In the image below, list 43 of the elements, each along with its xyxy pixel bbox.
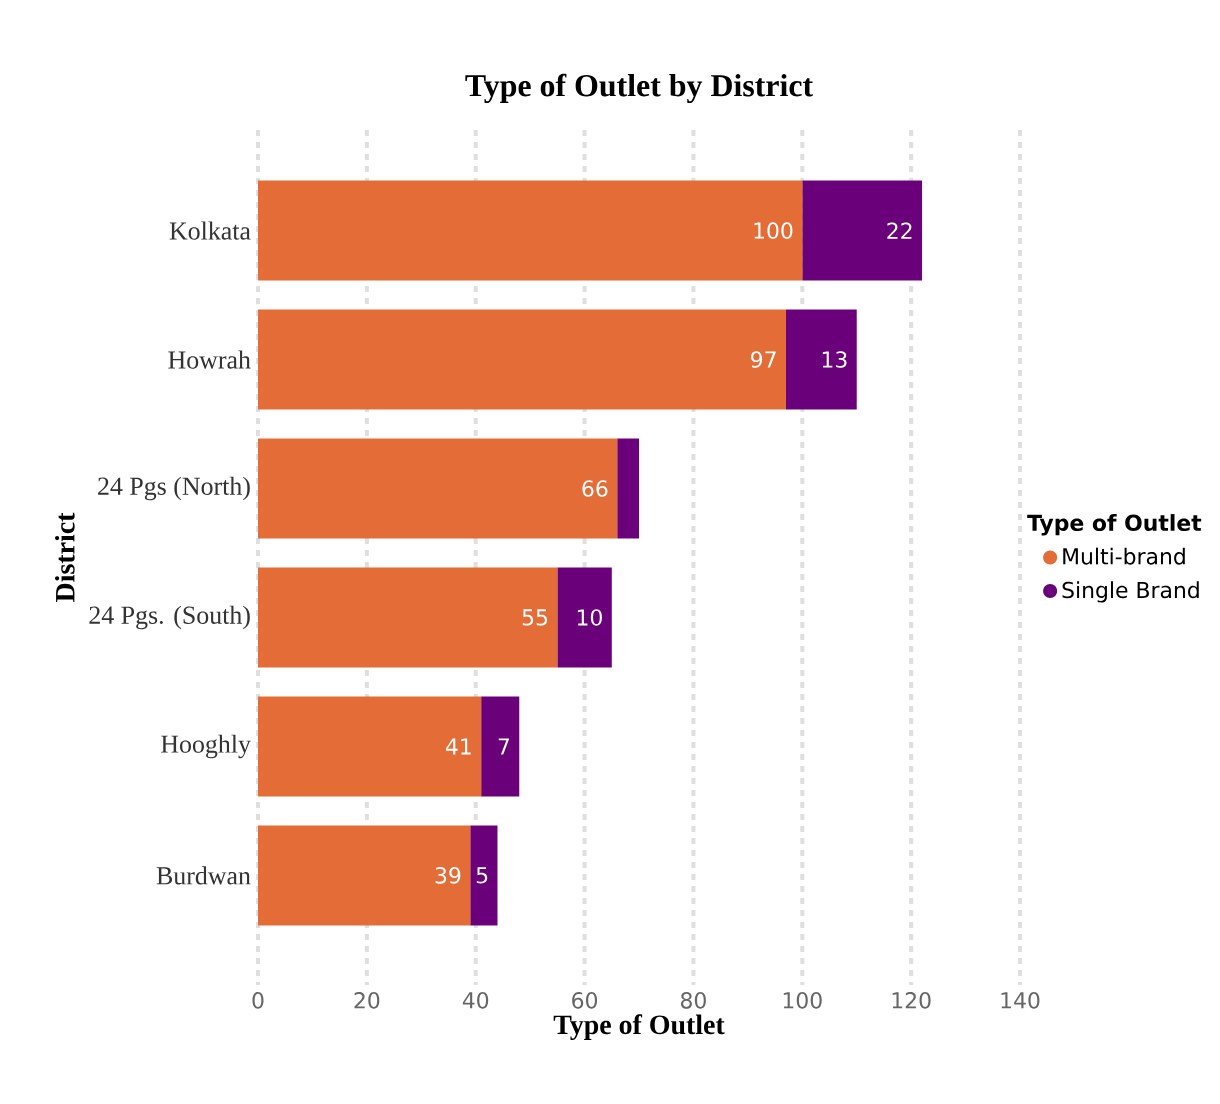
data-label: 13 bbox=[822, 351, 847, 368]
data-label: 7 bbox=[498, 738, 509, 755]
chart-title: Type of Outlet by District bbox=[465, 73, 813, 103]
legend-title: Type of Outlet bbox=[1027, 514, 1202, 536]
x-tick-label: 0 bbox=[252, 992, 264, 1009]
legend-label: Single Brand bbox=[1062, 581, 1199, 603]
y-tick-label: 24 Pgs (North) bbox=[98, 476, 250, 501]
data-label: 55 bbox=[522, 609, 548, 626]
y-tick-label: Hooghly bbox=[161, 734, 251, 759]
data-label: 10 bbox=[577, 609, 602, 626]
data-label: 22 bbox=[887, 222, 912, 239]
x-tick-label: 120 bbox=[892, 992, 931, 1009]
x-tick-label: 60 bbox=[572, 992, 598, 1009]
x-tick-label: 20 bbox=[354, 992, 380, 1009]
bar bbox=[258, 696, 482, 797]
bar bbox=[258, 567, 558, 668]
bar bbox=[258, 180, 803, 281]
x-tick-label: 80 bbox=[680, 992, 706, 1009]
data-label: 41 bbox=[445, 738, 471, 755]
bar bbox=[258, 825, 471, 926]
bar bbox=[481, 696, 520, 797]
bar bbox=[802, 180, 923, 281]
data-label: 66 bbox=[582, 480, 608, 497]
legend-label: Multi-brand bbox=[1063, 547, 1185, 565]
bar bbox=[785, 309, 857, 410]
x-tick-label: 140 bbox=[1001, 992, 1040, 1009]
y-tick-label: Kolkata bbox=[169, 221, 251, 240]
data-label: 100 bbox=[754, 222, 793, 239]
x-tick-label: 100 bbox=[783, 992, 822, 1009]
data-label: 5 bbox=[476, 867, 488, 884]
y-tick-label: 24 Pgs. (South) bbox=[89, 605, 250, 630]
bar bbox=[617, 438, 640, 539]
y-tick-label: Howrah bbox=[168, 350, 251, 369]
x-tick-label: 40 bbox=[462, 992, 489, 1009]
y-tick-label: Burdwan bbox=[156, 866, 251, 885]
data-label: 97 bbox=[751, 351, 776, 368]
data-label: 39 bbox=[435, 867, 461, 884]
bar bbox=[470, 825, 498, 926]
y-axis-title: District bbox=[55, 512, 75, 602]
bar bbox=[557, 567, 612, 668]
bar bbox=[258, 309, 786, 410]
x-axis-title: Type of Outlet bbox=[553, 1014, 725, 1040]
bar bbox=[258, 438, 618, 539]
